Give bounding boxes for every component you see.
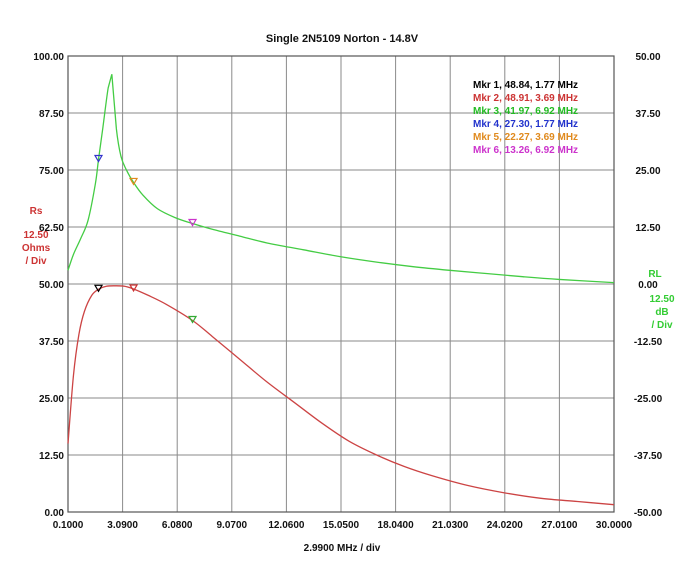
series-layer — [67, 74, 615, 506]
x-tick-label: 18.0400 — [378, 520, 415, 531]
left-y-tick-label: 75.00 — [39, 166, 64, 177]
left-y-tick-label: 100.00 — [33, 52, 64, 63]
marker-triangle — [187, 218, 198, 227]
left-y-tick-label: 0.00 — [45, 508, 65, 519]
marker-triangle — [93, 154, 104, 163]
marker-label-2: Mkr 2, 48.91, 3.69 MHz — [473, 93, 578, 104]
x-tick-label: 24.0200 — [487, 520, 524, 531]
left-y-tick-label: 37.50 — [39, 337, 64, 348]
right-y-tick-label: -25.00 — [634, 394, 663, 405]
marker-layer — [93, 154, 198, 324]
right-y-tick-label: 25.00 — [635, 166, 660, 177]
x-tick-label: 15.0500 — [323, 520, 360, 531]
left-y-tick-label: 87.50 — [39, 109, 64, 120]
x-tick-label: 3.0900 — [107, 520, 138, 531]
marker-label-4: Mkr 4, 27.30, 1.77 MHz — [473, 119, 578, 130]
left-axis-label: Rs 12.50 Ohms / Div — [22, 206, 51, 267]
grid — [67, 55, 615, 513]
x-tick-label: 21.0300 — [432, 520, 469, 531]
marker-label-6: Mkr 6, 13.26, 6.92 MHz — [473, 145, 578, 156]
left-y-tick-label: 62.50 — [39, 223, 64, 234]
right-axis-per: / Div — [651, 320, 673, 331]
right-axis-scale: 12.50 — [649, 294, 674, 305]
left-y-tick-label: 12.50 — [39, 451, 64, 462]
right-y-tick-label: 37.50 — [635, 109, 660, 120]
marker-label-3: Mkr 3, 41.97, 6.92 MHz — [473, 106, 578, 117]
right-y-tick-label: -12.50 — [634, 337, 663, 348]
left-axis-unit: Ohms — [22, 243, 51, 254]
right-y-tick-label: -50.00 — [634, 508, 663, 519]
marker-triangle — [93, 284, 104, 293]
x-tick-label: 0.1000 — [53, 520, 84, 531]
x-tick-label: 6.0800 — [162, 520, 193, 531]
tick-labels: 0.1000 3.0900 6.0800 9.0700 12.0600 15.0500 18… — [33, 52, 662, 531]
x-tick-label: 12.0600 — [268, 520, 305, 531]
plot-frame — [67, 55, 615, 513]
x-tick-label: 9.0700 — [217, 520, 248, 531]
marker-label-1: Mkr 1, 48.84, 1.77 MHz — [473, 80, 578, 91]
right-y-tick-label: -37.50 — [634, 451, 663, 462]
right-axis-label: RL 12.50 dB / Div — [648, 269, 675, 331]
marker-triangle — [187, 315, 198, 324]
right-y-tick-label: 0.00 — [638, 280, 658, 291]
right-y-tick-label: 50.00 — [635, 52, 660, 63]
left-axis-scale: 12.50 — [23, 230, 48, 241]
series-line-1 — [67, 285, 615, 506]
marker-label-5: Mkr 5, 22.27, 3.69 MHz — [473, 132, 578, 143]
marker-triangle — [129, 284, 139, 293]
x-tick-label: 30.0000 — [596, 520, 633, 531]
marker-legend: Mkr 1, 48.84, 1.77 MHz Mkr 2, 48.91, 3.6… — [473, 80, 578, 156]
left-axis-per: / Div — [25, 256, 47, 267]
series-line-2 — [67, 74, 615, 284]
x-axis-label: 2.9900 MHz / div — [304, 543, 381, 554]
right-axis-name: RL — [648, 269, 661, 280]
x-tick-label: 27.0100 — [541, 520, 578, 531]
left-y-tick-label: 50.00 — [39, 280, 64, 291]
marker-triangle — [129, 177, 139, 186]
left-axis-name: Rs — [30, 206, 43, 217]
chart-title: Single 2N5109 Norton - 14.8V — [266, 33, 419, 45]
right-axis-unit: dB — [655, 307, 668, 318]
left-y-tick-label: 25.00 — [39, 394, 64, 405]
right-y-tick-label: 12.50 — [635, 223, 660, 234]
